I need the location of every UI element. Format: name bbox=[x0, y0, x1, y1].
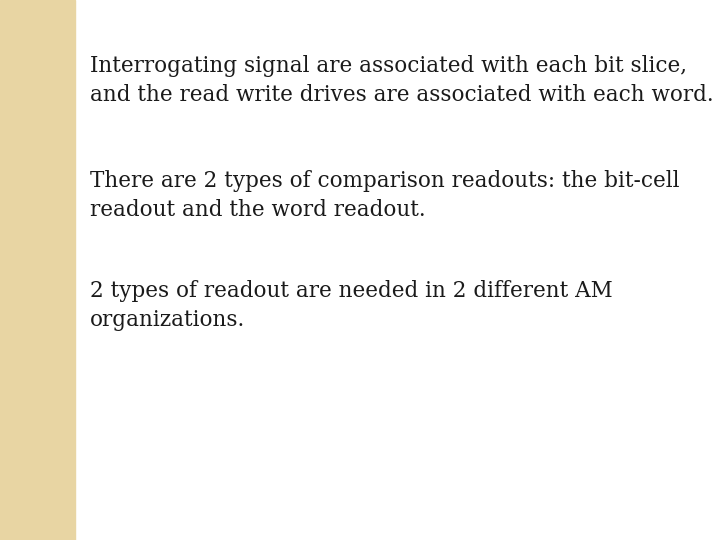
Text: Interrogating signal are associated with each bit slice,
and the read write driv: Interrogating signal are associated with… bbox=[90, 55, 714, 106]
Text: 2 types of readout are needed in 2 different AM
organizations.: 2 types of readout are needed in 2 diffe… bbox=[90, 280, 613, 331]
Bar bbox=[0, 0, 75, 540]
Text: There are 2 types of comparison readouts: the bit-cell
readout and the word read: There are 2 types of comparison readouts… bbox=[90, 170, 680, 221]
